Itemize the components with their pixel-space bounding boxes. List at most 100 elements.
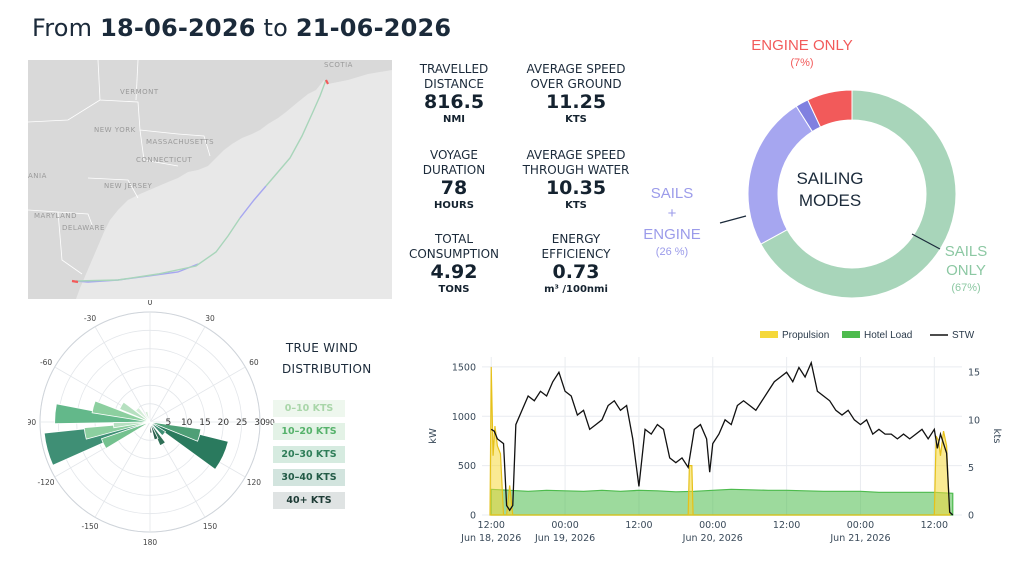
x-tick-date: Jun 20, 2026 <box>682 533 743 544</box>
map-label-massachusetts: MASSACHUSETTS <box>146 138 214 146</box>
date-to: 21-06-2026 <box>295 14 452 42</box>
wind-legend-10-20[interactable]: 10–20 KTS <box>273 423 345 440</box>
route-sails-only <box>75 217 241 282</box>
legend-label[interactable]: STW <box>952 330 975 341</box>
stat-value: 816.5 <box>423 91 485 113</box>
date-from: 18-06-2026 <box>100 14 256 42</box>
state-borders <box>28 60 211 275</box>
x-tick-time: 12:00 <box>773 520 800 531</box>
route-sails-engine-south <box>75 263 199 283</box>
engine-only-label: ENGINE ONLY <box>751 37 852 54</box>
map-label-new-york: NEW YORK <box>94 126 136 134</box>
stat-energy-efficiency: ENERGY EFFICIENCY 0.73 m³ /100nmi <box>521 232 631 296</box>
x-tick-time: 12:00 <box>625 520 652 531</box>
polar-angle-label: 90 <box>265 418 275 427</box>
wind-rose[interactable]: 0 30 60 90 120 150 180 -150 -120 -90 -60 -30 5 10 15 20… <box>24 298 278 550</box>
polar-radial-label: 15 <box>199 418 210 428</box>
stat-label: ENERGY <box>551 232 601 246</box>
stat-label: AVERAGE SPEED <box>526 62 626 76</box>
wind-legend-30-40[interactable]: 30–40 KTS <box>273 469 345 486</box>
nova-scotia-land <box>318 60 392 84</box>
y-right-axis-title: kts <box>991 429 1002 444</box>
wind-petal[interactable] <box>149 421 202 442</box>
wind-legend-label: 10–20 KTS <box>281 426 337 437</box>
stat-unit: HOURS <box>434 200 474 211</box>
polar-spoke <box>94 326 151 423</box>
wind-title-line-2: DISTRIBUTION <box>282 362 372 376</box>
wind-petal[interactable] <box>83 421 151 440</box>
polar-radial-label: 20 <box>218 418 230 428</box>
polar-angle-label: -60 <box>40 358 52 367</box>
donut-arcs[interactable] <box>747 89 957 299</box>
stat-label: DURATION <box>422 163 486 177</box>
y-left-tick: 1500 <box>452 362 476 373</box>
stat-avg-speed-ground: AVERAGE SPEED OVER GROUND 11.25 KTS <box>521 62 631 126</box>
stat-label: EFFICIENCY <box>541 247 611 261</box>
power-speed-chart[interactable]: 0 500 1000 1500 0 5 10 15 12:00 Jun 18, 2026 00:00… <box>420 322 1012 550</box>
wind-legend-0-10[interactable]: 0–10 KTS <box>273 400 345 417</box>
stat-total-consumption: TOTAL CONSUMPTION 4.92 TONS <box>399 232 509 296</box>
wind-petal[interactable] <box>91 400 151 423</box>
stat-value: 78 <box>440 177 468 199</box>
wind-distribution-title: TRUE WIND DISTRIBUTION <box>282 338 372 380</box>
hotel-load-area[interactable] <box>490 488 954 516</box>
x-tick-date: Jun 18, 2026 <box>460 533 521 544</box>
stat-voyage-duration: VOYAGE DURATION 78 HOURS <box>399 148 509 212</box>
map-label-connecticut: CONNECTICUT <box>136 156 193 164</box>
polar-angle-label: 120 <box>247 478 262 487</box>
stat-avg-speed-water: AVERAGE SPEED THROUGH WATER 10.35 KTS <box>516 148 636 212</box>
wind-legend-40-plus[interactable]: 40+ KTS <box>273 492 345 509</box>
voyage-map[interactable]: NEW YORK VERMONT MASSACHUSETTS CONNECTIC… <box>28 60 392 299</box>
stat-travelled-distance: TRAVELLED DISTANCE 816.5 NMI <box>399 62 509 126</box>
sails-engine-label-3: ENGINE <box>643 226 701 243</box>
wind-petal[interactable] <box>149 421 159 441</box>
y-left-axis-title: kW <box>428 428 439 444</box>
stat-label: AVERAGE SPEED <box>526 148 626 162</box>
route-engine-end <box>325 79 329 85</box>
y-left-tick: 1000 <box>452 412 476 423</box>
donut-segment-engine-only[interactable] <box>807 89 853 128</box>
wind-legend-20-30[interactable]: 20–30 KTS <box>273 446 345 463</box>
sails-engine-label-2: + <box>668 205 677 222</box>
stat-unit: NMI <box>442 114 466 125</box>
legend-swatch <box>760 331 778 338</box>
sails-only-pct: (67%) <box>951 282 980 294</box>
sails-only-label-2: ONLY <box>946 262 986 279</box>
donut-center-label-2: MODES <box>799 191 861 210</box>
polar-angle-label: 180 <box>143 538 158 547</box>
wind-petal[interactable] <box>112 421 151 429</box>
wind-petal[interactable] <box>100 421 151 449</box>
wind-petal[interactable] <box>134 406 151 423</box>
wind-petal[interactable] <box>119 401 151 423</box>
stat-label: DISTANCE <box>424 77 484 91</box>
stat-label: TOTAL <box>434 232 474 246</box>
wind-petal[interactable] <box>149 421 167 447</box>
y-left-tick: 0 <box>470 511 476 522</box>
polar-radial-label: 10 <box>181 418 193 428</box>
x-tick-time: 00:00 <box>699 520 726 531</box>
polar-angle-label: -150 <box>81 522 98 531</box>
polar-angle-label: 150 <box>203 522 218 531</box>
polar-angle-label: 60 <box>249 358 259 367</box>
x-tick-time: 12:00 <box>478 520 505 531</box>
stat-unit: KTS <box>565 200 587 211</box>
legend-label[interactable]: Propulsion <box>782 330 829 341</box>
sailing-modes-donut[interactable]: SAILING MODES ENGINE ONLY (7%) SAILS + E… <box>640 30 1024 306</box>
wind-petal[interactable] <box>144 410 151 423</box>
stw-line[interactable] <box>490 360 954 516</box>
wind-petal[interactable] <box>149 421 167 437</box>
legend-label[interactable]: Hotel Load <box>864 330 912 341</box>
wind-title-line-1: TRUE WIND <box>285 341 359 355</box>
polar-radial-label: 30 <box>254 418 266 428</box>
x-tick-time: 00:00 <box>847 520 874 531</box>
y-right-tick: 5 <box>968 463 974 474</box>
sails-engine-pct: (26 %) <box>656 246 688 258</box>
stat-label: TRAVELLED <box>419 62 489 76</box>
route-sails-engine-mid <box>239 185 267 219</box>
stat-label: CONSUMPTION <box>408 247 500 261</box>
stat-unit: TONS <box>438 284 470 295</box>
wind-petal[interactable] <box>149 421 229 470</box>
polar-radial-label: 5 <box>165 418 171 428</box>
donut-segment-sails-only[interactable] <box>760 89 957 299</box>
stat-unit: KTS <box>565 114 587 125</box>
